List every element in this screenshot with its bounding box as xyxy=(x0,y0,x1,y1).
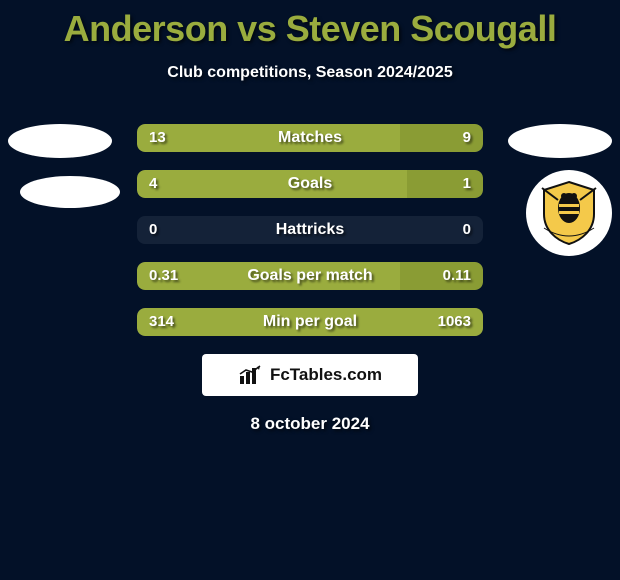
left-player-badge-1 xyxy=(8,124,112,158)
shield-icon xyxy=(534,178,604,248)
bar-row: 00Hattricks xyxy=(137,216,483,244)
left-player-badge-2 xyxy=(20,176,120,208)
right-player-badge xyxy=(508,124,612,158)
date-text: 8 october 2024 xyxy=(0,414,620,434)
bar-row: 139Matches xyxy=(137,124,483,152)
bar-row: 41Goals xyxy=(137,170,483,198)
bar-row: 0.310.11Goals per match xyxy=(137,262,483,290)
bar-label: Min per goal xyxy=(137,308,483,336)
bar-label: Goals xyxy=(137,170,483,198)
bar-row: 3141063Min per goal xyxy=(137,308,483,336)
watermark: FcTables.com xyxy=(202,354,418,396)
page-title: Anderson vs Steven Scougall xyxy=(0,0,620,50)
bar-chart-icon xyxy=(238,364,264,386)
stats-area: 139Matches 41Goals 00Hattricks 0.310.11Goal… xyxy=(0,124,620,336)
right-club-crest xyxy=(526,170,612,256)
watermark-text: FcTables.com xyxy=(270,365,382,385)
bar-label: Goals per match xyxy=(137,262,483,290)
bar-label: Hattricks xyxy=(137,216,483,244)
bar-label: Matches xyxy=(137,124,483,152)
comparison-bars: 139Matches 41Goals 00Hattricks 0.310.11Goal… xyxy=(137,124,483,336)
subtitle: Club competitions, Season 2024/2025 xyxy=(0,64,620,82)
